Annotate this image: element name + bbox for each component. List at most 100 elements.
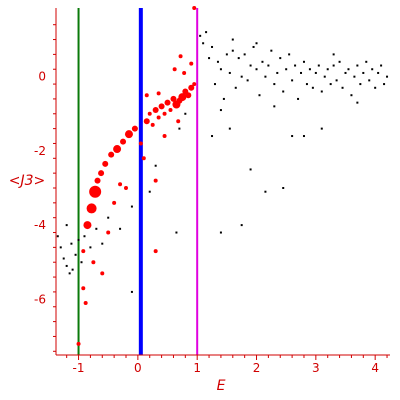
red-point-6	[94, 177, 101, 184]
black-point-8	[65, 224, 68, 227]
red-point-19	[158, 103, 165, 110]
black-point-91	[249, 168, 252, 171]
black-point-56	[294, 64, 297, 67]
black-point-98	[219, 231, 222, 234]
black-point-67	[326, 68, 329, 71]
black-point-18	[130, 290, 133, 293]
red-point-46	[81, 249, 86, 254]
black-point-60	[305, 83, 308, 86]
black-point-74	[347, 68, 350, 71]
red-point-47	[141, 156, 146, 161]
black-point-46	[264, 75, 267, 78]
black-point-44	[258, 94, 261, 97]
black-point-97	[240, 224, 243, 227]
black-point-80	[365, 60, 368, 63]
black-point-9	[70, 242, 73, 245]
black-point-38	[240, 75, 243, 78]
red-point-37	[138, 141, 143, 146]
black-point-33	[225, 53, 228, 56]
black-point-90	[228, 127, 231, 130]
black-point-34	[228, 71, 231, 74]
x-tick-label-2: 1	[193, 361, 201, 375]
red-point-31	[172, 67, 177, 72]
red-point-45	[91, 260, 96, 265]
y-tick-label-1: -2	[34, 144, 46, 158]
red-point-32	[182, 70, 187, 75]
x-tick-label-5: 4	[371, 361, 379, 375]
x-ticks: -1 0 1 2 3 4	[66, 355, 388, 375]
red-point-33	[189, 61, 194, 66]
black-point-87	[386, 75, 389, 78]
black-point-79	[362, 71, 365, 74]
black-point-99	[273, 105, 276, 108]
black-point-82	[371, 68, 374, 71]
reference-lines	[77, 8, 199, 355]
black-point-68	[329, 83, 332, 86]
x-tick-label-4: 3	[312, 361, 320, 375]
black-point-81	[368, 79, 371, 82]
black-point-103	[332, 53, 335, 56]
black-point-66	[323, 75, 326, 78]
black-point-51	[279, 57, 282, 60]
y-tick-label-0: 0	[38, 70, 46, 84]
black-point-54	[288, 53, 291, 56]
black-point-12	[89, 246, 92, 249]
black-point-0	[56, 235, 59, 238]
black-point-39	[243, 53, 246, 56]
red-point-23	[170, 95, 177, 102]
red-point-41	[124, 185, 129, 190]
y-tick-label-2: -4	[34, 218, 46, 232]
red-point-43	[153, 249, 158, 254]
black-series	[56, 31, 389, 293]
black-point-48	[270, 49, 273, 52]
red-point-28	[185, 92, 192, 99]
black-point-63	[314, 71, 317, 74]
x-tick-label-1: 0	[134, 361, 142, 375]
red-point-2	[83, 301, 88, 306]
red-point-15	[147, 111, 152, 116]
red-series	[76, 6, 197, 346]
red-point-39	[112, 200, 117, 205]
red-point-48	[162, 134, 167, 139]
black-point-41	[249, 64, 252, 67]
black-point-40	[246, 79, 249, 82]
x-tick-label-0: -1	[73, 361, 85, 375]
red-point-13	[131, 125, 138, 132]
red-point-22	[168, 108, 173, 113]
black-point-13	[95, 227, 98, 230]
black-point-15	[107, 216, 110, 219]
black-point-25	[202, 42, 205, 45]
red-point-35	[192, 6, 197, 10]
red-point-7	[98, 170, 105, 177]
black-point-75	[350, 94, 353, 97]
black-point-58	[300, 71, 303, 74]
red-point-38	[118, 182, 123, 187]
black-point-14	[101, 242, 104, 245]
red-point-5	[89, 185, 102, 198]
red-point-42	[153, 178, 158, 183]
red-point-20	[162, 111, 167, 116]
red-point-0	[76, 341, 81, 346]
y-axis-label: <J3>	[9, 173, 46, 189]
black-point-69	[332, 64, 335, 67]
black-point-78	[359, 83, 362, 86]
red-point-18	[156, 115, 161, 120]
red-point-26	[178, 93, 187, 102]
black-point-30	[216, 60, 219, 63]
black-point-32	[222, 97, 225, 100]
black-point-102	[231, 38, 234, 41]
black-point-50	[276, 71, 279, 74]
black-point-11	[83, 235, 86, 238]
black-point-96	[320, 127, 323, 130]
black-point-2	[62, 257, 65, 260]
black-point-76	[353, 75, 356, 78]
black-point-31	[219, 68, 222, 71]
black-point-53	[285, 68, 288, 71]
red-point-30	[192, 82, 197, 87]
black-point-45	[261, 60, 264, 63]
red-point-9	[108, 151, 115, 158]
black-point-89	[219, 109, 222, 112]
red-point-16	[150, 122, 155, 127]
